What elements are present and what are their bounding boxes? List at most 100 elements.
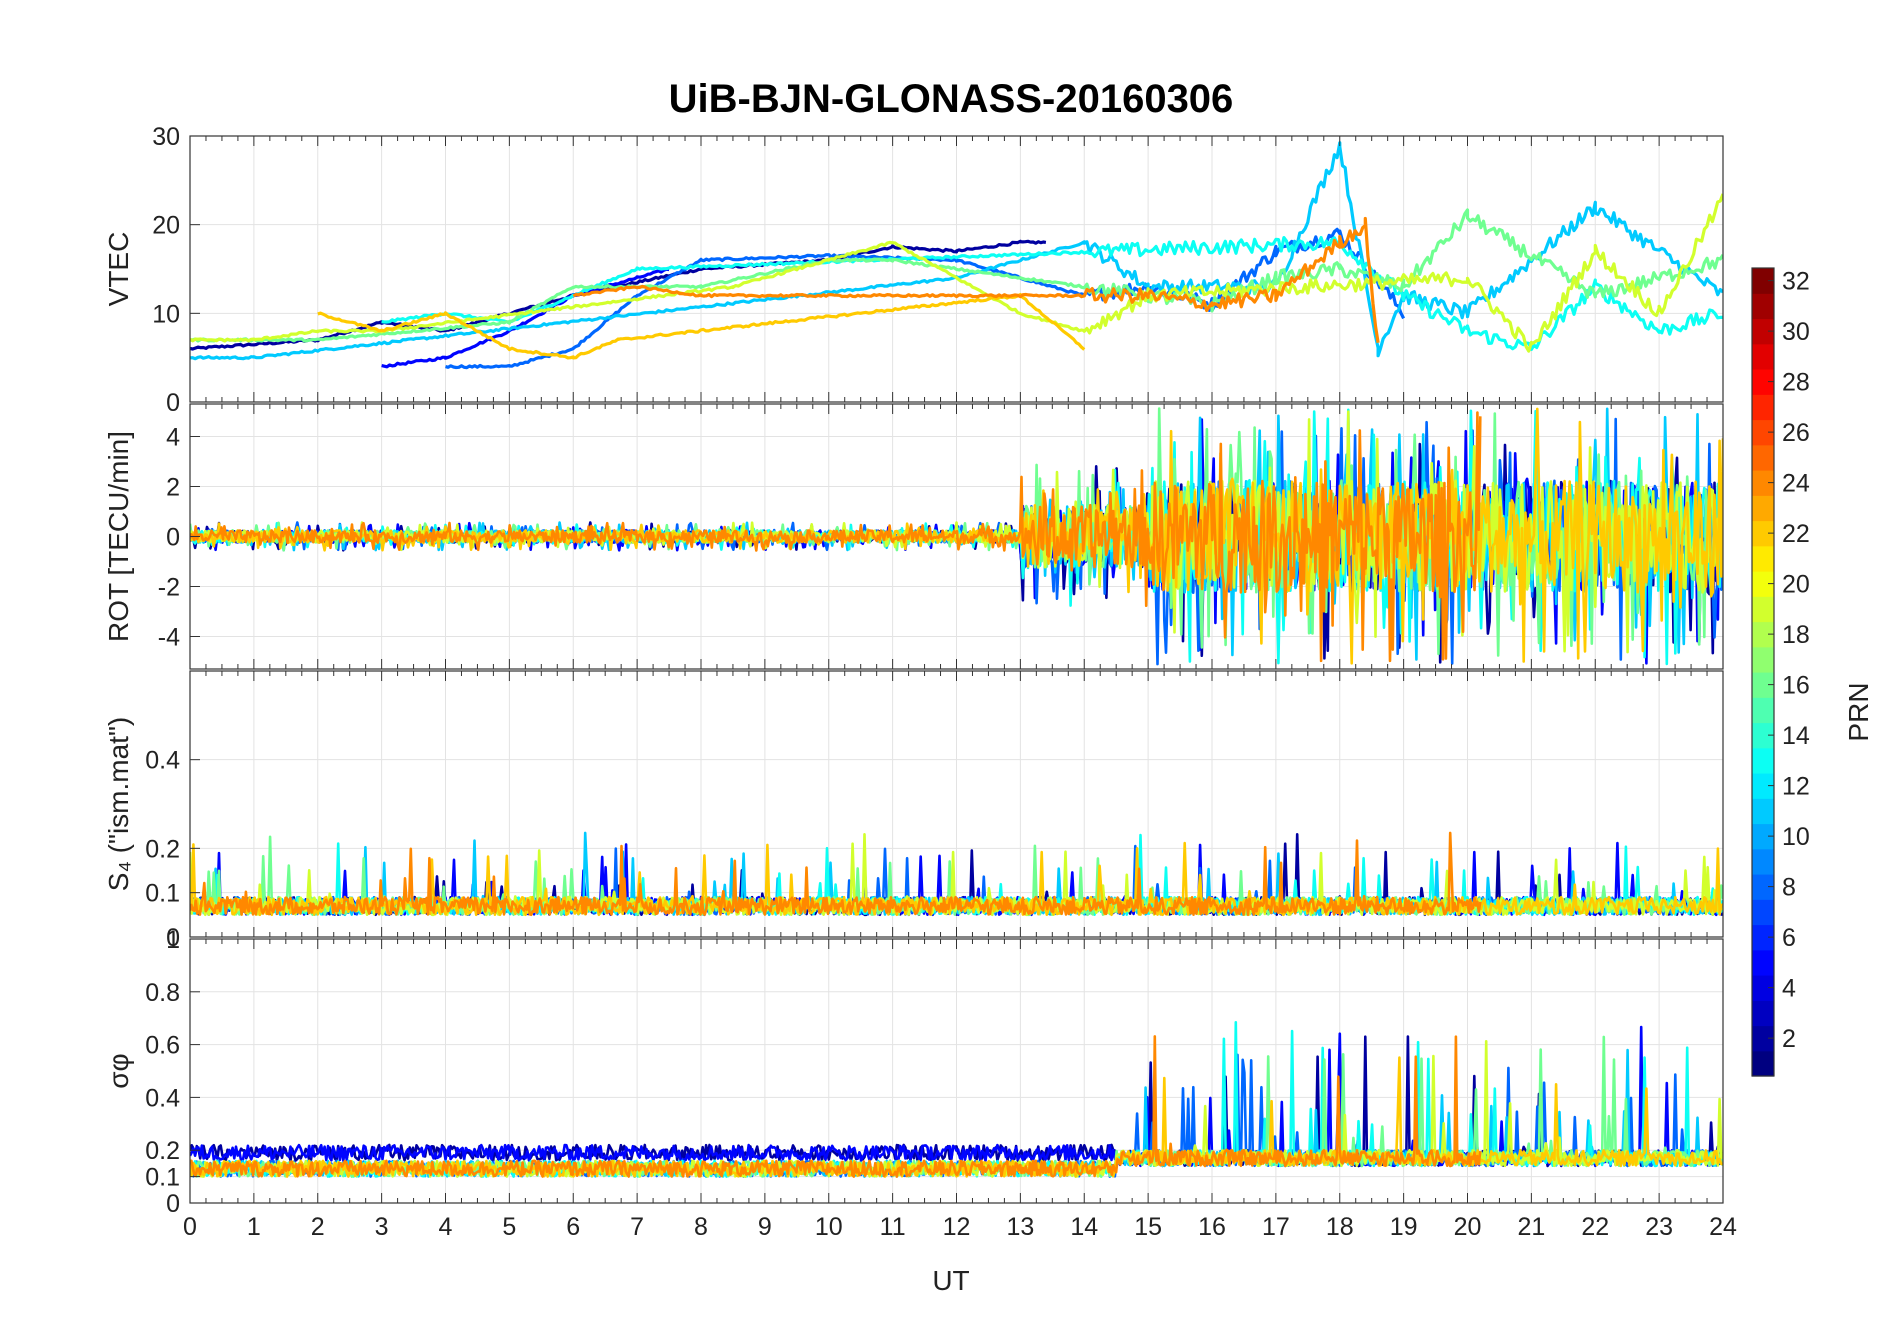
rot-series-line-prn-24 bbox=[190, 411, 1482, 663]
x-tick-label: 10 bbox=[815, 1213, 843, 1241]
colorbar-segment bbox=[1752, 697, 1774, 724]
panel-rot: -4 -2 0 2 4 ROT [TECU/min] bbox=[103, 403, 1724, 670]
colorbar-tick-label: 2 bbox=[1782, 1025, 1796, 1053]
colorbar-segment bbox=[1752, 470, 1774, 496]
y-tick-label: 0.4 bbox=[145, 747, 180, 775]
colorbar-segment bbox=[1752, 343, 1774, 370]
colorbar-segment bbox=[1752, 646, 1774, 673]
colorbar-segment bbox=[1752, 444, 1774, 471]
x-tick-label: 21 bbox=[1517, 1213, 1545, 1241]
colorbar-segment bbox=[1752, 545, 1774, 572]
x-tick-label: 6 bbox=[566, 1213, 580, 1241]
colorbar-segment bbox=[1752, 596, 1774, 623]
x-tick-label: 19 bbox=[1390, 1213, 1418, 1241]
colorbar-segment bbox=[1752, 1025, 1774, 1052]
colorbar-tick-label: 18 bbox=[1782, 621, 1810, 649]
x-tick-label: 22 bbox=[1581, 1213, 1609, 1241]
colorbar-segment bbox=[1752, 621, 1774, 648]
series-line-prn-24 bbox=[572, 216, 1380, 344]
y-tick-label: -4 bbox=[158, 624, 180, 652]
colorbar-segment bbox=[1752, 924, 1774, 951]
y-axis-label-rot: ROT [TECU/min] bbox=[103, 431, 134, 642]
series-line-prn-22 bbox=[317, 293, 1086, 360]
y-axis-label-s4: S₄ ("ism.mat") bbox=[103, 717, 134, 891]
x-tick-label: 5 bbox=[502, 1213, 516, 1241]
colorbar-segment bbox=[1752, 419, 1774, 446]
colorbar-segment bbox=[1752, 773, 1774, 799]
colorbar-segment bbox=[1752, 975, 1774, 1001]
colorbar-tick-label: 8 bbox=[1782, 874, 1796, 902]
colorbar-segment bbox=[1752, 1000, 1774, 1027]
x-axis-label: UT bbox=[932, 1265, 969, 1296]
x-tick-label: 20 bbox=[1454, 1213, 1482, 1241]
colorbar-tick-label: 12 bbox=[1782, 773, 1810, 801]
colorbar-tick-label: 32 bbox=[1782, 268, 1810, 296]
y-tick-label: 10 bbox=[152, 300, 180, 328]
x-tick-label: 18 bbox=[1326, 1213, 1354, 1241]
colorbar-tick-label: 4 bbox=[1782, 975, 1796, 1003]
rot-series-line-prn-22 bbox=[190, 407, 1723, 665]
x-tick-label: 7 bbox=[630, 1213, 644, 1241]
y-tick-label: 0.2 bbox=[145, 835, 180, 863]
colorbar-tick-label: 6 bbox=[1782, 924, 1796, 952]
colorbar-segment bbox=[1752, 798, 1774, 825]
vtec-series-group bbox=[190, 141, 1723, 370]
y-tick-label: 0.8 bbox=[145, 979, 180, 1007]
y-tick-label: 20 bbox=[152, 212, 180, 240]
series-line-prn-16 bbox=[190, 208, 1723, 343]
rot-series-group bbox=[190, 407, 1723, 666]
colorbar-tick-label: 22 bbox=[1782, 520, 1810, 548]
colorbar-segment bbox=[1752, 899, 1774, 926]
panel-vtec: 0 10 20 30 VTEC bbox=[103, 123, 1724, 417]
y-tick-label: 0.1 bbox=[145, 1164, 180, 1192]
y-tick-label: 0 bbox=[166, 924, 180, 952]
x-tick-label: 16 bbox=[1198, 1213, 1226, 1241]
sigma-series-line-prn-24 bbox=[190, 1035, 1482, 1178]
colorbar-segment bbox=[1752, 722, 1774, 749]
colorbar-segment bbox=[1752, 672, 1774, 698]
x-tick-label: 1 bbox=[247, 1213, 261, 1241]
colorbar-segment bbox=[1752, 823, 1774, 850]
colorbar-segment bbox=[1752, 848, 1774, 875]
colorbar-segment bbox=[1752, 369, 1774, 395]
y-tick-label: 0.2 bbox=[145, 1137, 180, 1165]
s4-series-group bbox=[190, 831, 1723, 917]
colorbar-tick-label: 26 bbox=[1782, 419, 1810, 447]
colorbar-segment bbox=[1752, 495, 1774, 522]
y-tick-label: 0.4 bbox=[145, 1084, 180, 1112]
y-tick-label: 4 bbox=[166, 424, 180, 452]
y-axis-label-sigma: σφ bbox=[103, 1053, 134, 1088]
colorbar-label: PRN bbox=[1843, 682, 1874, 741]
colorbar-tick-label: 24 bbox=[1782, 470, 1810, 498]
sigma-series-group bbox=[190, 1021, 1723, 1178]
x-tick-label: 11 bbox=[880, 1213, 906, 1241]
colorbar-tick-label: 14 bbox=[1782, 722, 1810, 750]
y-tick-label: 0.1 bbox=[145, 880, 180, 908]
x-tick-label: 8 bbox=[694, 1213, 708, 1241]
colorbar-tick-label: 10 bbox=[1782, 823, 1810, 851]
colorbar-segment bbox=[1752, 949, 1774, 976]
colorbar-segment bbox=[1752, 874, 1774, 900]
y-tick-label: 30 bbox=[152, 123, 180, 151]
chart-title: UiB-BJN-GLONASS-20160306 bbox=[669, 77, 1234, 121]
colorbar-segment bbox=[1752, 571, 1774, 597]
colorbar-tick-label: 16 bbox=[1782, 672, 1810, 700]
y-tick-label: 0.6 bbox=[145, 1032, 180, 1060]
x-tick-label: 23 bbox=[1645, 1213, 1673, 1241]
x-tick-label: 9 bbox=[758, 1213, 772, 1241]
colorbar-tick-label: 30 bbox=[1782, 318, 1810, 346]
y-axis-label-vtec: VTEC bbox=[103, 232, 134, 307]
y-tick-label: 1 bbox=[166, 926, 180, 954]
x-tick-label: 3 bbox=[375, 1213, 389, 1241]
x-tick-label: 4 bbox=[439, 1213, 453, 1241]
x-tick-label: 2 bbox=[311, 1213, 325, 1241]
x-tick-label: 15 bbox=[1134, 1213, 1162, 1241]
y-tick-label: -2 bbox=[158, 574, 180, 602]
x-tick-label: 13 bbox=[1006, 1213, 1034, 1241]
x-tick-label: 0 bbox=[183, 1213, 197, 1241]
x-tick-label: 17 bbox=[1262, 1213, 1290, 1241]
colorbar-segment bbox=[1752, 1050, 1774, 1077]
